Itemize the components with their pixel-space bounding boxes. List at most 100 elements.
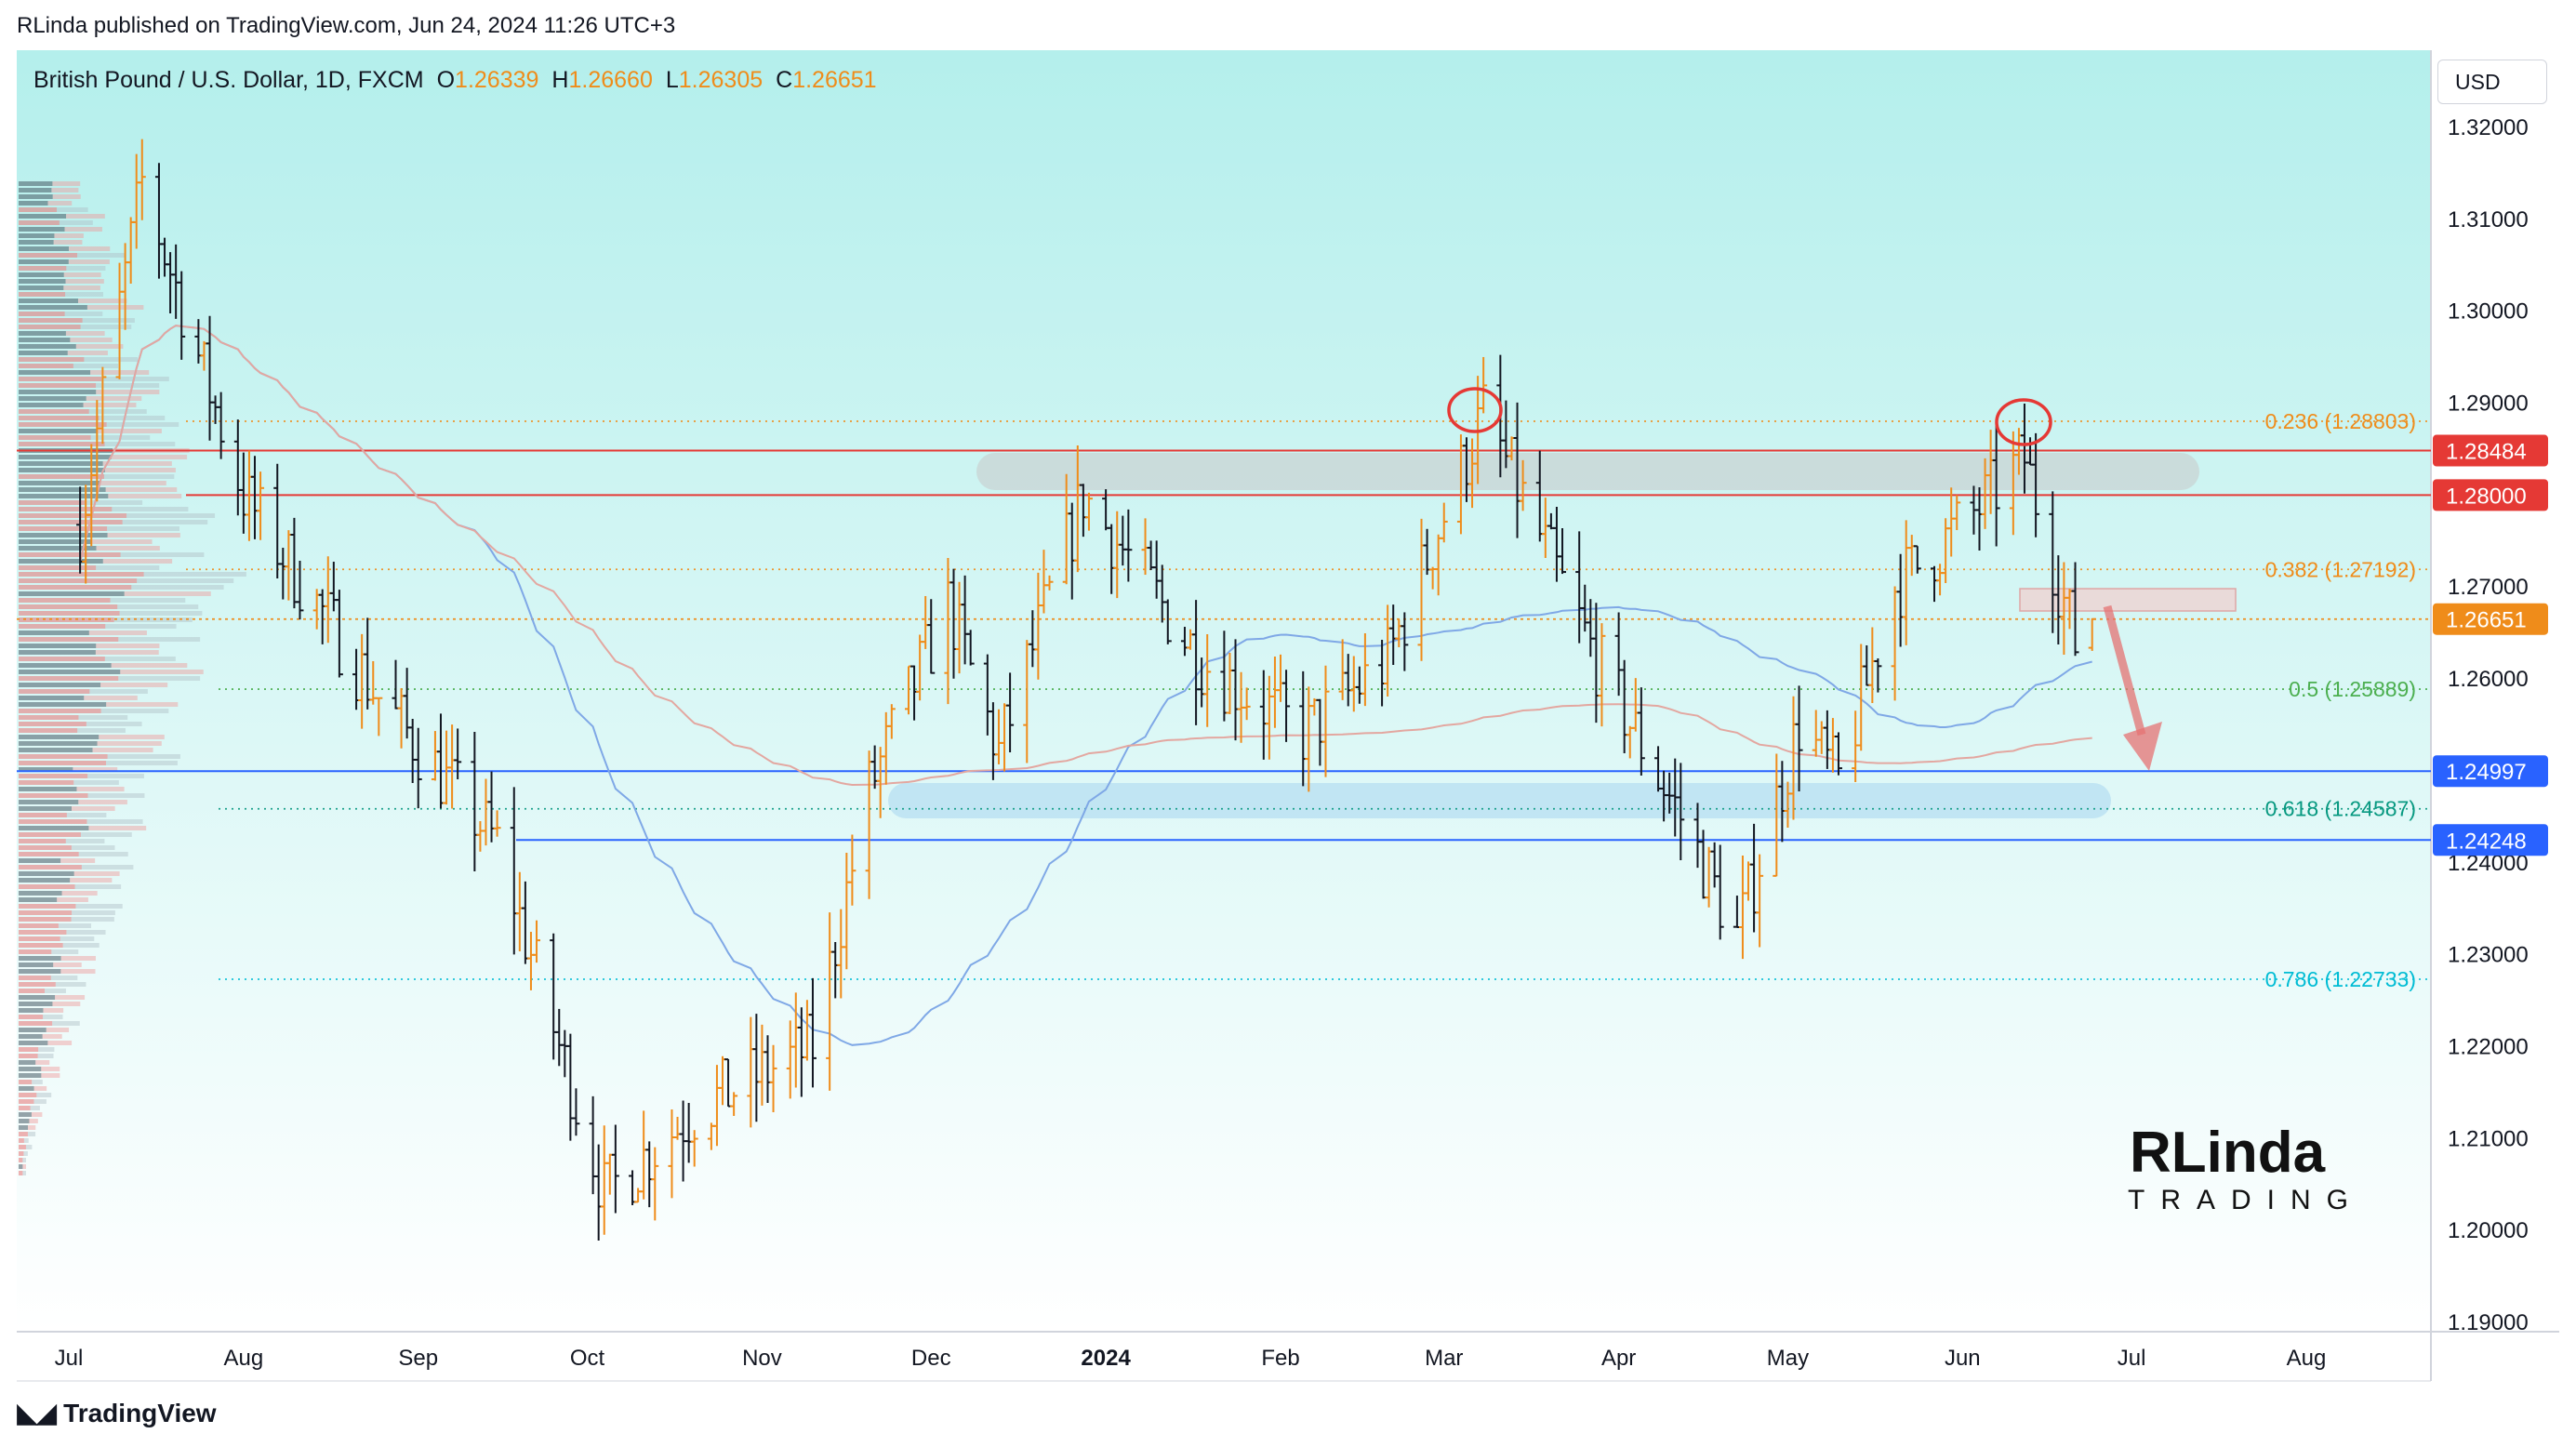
time-axis[interactable]: Jul Aug Sep Oct Nov Dec 2024 Feb Mar Apr May Jun Jul… (55, 1346, 2327, 1371)
volume-bar (52, 1021, 80, 1026)
volume-bar (143, 572, 246, 577)
volume-bar (19, 884, 75, 889)
y-tick-label: 1.31000 (2448, 207, 2529, 232)
volume-bar (104, 468, 176, 472)
volume-bar (104, 657, 176, 661)
candle (887, 704, 896, 739)
x-tick-label: Jun (1945, 1346, 1981, 1371)
candle (1480, 356, 1488, 414)
volume-bar (19, 644, 97, 648)
volume-bar (47, 1041, 73, 1045)
volume-bar (19, 546, 97, 551)
volume-bar (81, 865, 134, 870)
volume-bar (19, 259, 69, 264)
volume-bar (19, 351, 68, 355)
volume-bar (19, 819, 87, 824)
volume-bar (19, 526, 108, 531)
volume-bar (19, 969, 61, 974)
volume-bar (33, 1099, 46, 1104)
volume-bar (19, 422, 107, 427)
volume-bar (73, 767, 118, 772)
volume-bar (57, 207, 88, 212)
volume-bar (19, 331, 66, 336)
volume-bar (77, 728, 126, 733)
price-axis[interactable]: 1.32000 1.31000 1.30000 1.29000 1.27000 1.260… (2448, 115, 2529, 1335)
currency-button[interactable]: USD (2437, 60, 2547, 104)
volume-bar (60, 936, 95, 941)
volume-bar (131, 585, 224, 590)
symbol-name: British Pound / U.S. Dollar, 1D, FXCM (33, 67, 424, 93)
x-tick-label: Sep (398, 1346, 438, 1371)
volume-bar (19, 923, 59, 928)
volume-bar (19, 774, 88, 778)
volume-bar (19, 429, 98, 433)
volume-bar (19, 1028, 46, 1032)
volume-bar (19, 201, 48, 206)
high-circle-jun (1995, 398, 2052, 446)
price-tag (2433, 479, 2548, 511)
candle (257, 471, 265, 540)
volume-bar (72, 910, 115, 915)
candle (1124, 509, 1133, 582)
volume-bar (19, 461, 103, 466)
volume-bar (19, 364, 73, 368)
symbol-legend[interactable]: British Pound / U.S. Dollar, 1D, FXCM O1… (33, 67, 877, 94)
candle (1242, 687, 1251, 721)
volume-bar (78, 852, 128, 856)
volume-bar (73, 871, 120, 876)
volume-bar (19, 585, 132, 590)
volume-bar (19, 1008, 44, 1013)
x-tick-label: Mar (1425, 1346, 1463, 1371)
volume-bar (71, 845, 115, 850)
candles (76, 139, 2096, 1241)
volume-bar (80, 832, 132, 837)
volume-bar (71, 806, 115, 811)
volume-bar (19, 696, 85, 700)
fib-label: 0.236 (1.28803) (2265, 409, 2416, 433)
ohlc-close: C1.26651 (776, 67, 877, 93)
volume-bar (91, 539, 153, 544)
volume-bar (19, 800, 79, 804)
candle (1913, 545, 1921, 574)
candle (1874, 657, 1882, 693)
candle (1834, 732, 1842, 776)
price-tag-label: 1.28484 (2446, 440, 2527, 465)
candle (1084, 492, 1093, 531)
volume-bar (19, 1086, 34, 1091)
volume-bar (19, 377, 101, 381)
annotations (1447, 387, 2162, 771)
support-zone (888, 783, 2111, 818)
volume-bar (86, 819, 143, 824)
volume-bar (19, 455, 112, 459)
volume-bar (19, 904, 76, 909)
candle (690, 1130, 698, 1167)
volume-bar (19, 813, 67, 817)
high-circle-mar (1447, 387, 1503, 433)
volume-bar (38, 1047, 55, 1052)
y-tick-label: 1.19000 (2448, 1310, 2529, 1335)
candle (1006, 672, 1015, 752)
candle (1203, 634, 1212, 727)
tradingview-logo[interactable]: ◣◢ TradingView (17, 1397, 217, 1429)
volume-bar (19, 604, 118, 609)
volume-bar (67, 351, 108, 355)
volume-bar (97, 741, 162, 746)
volume-bar (75, 904, 123, 909)
volume-bar (86, 722, 142, 726)
candle (2032, 432, 2040, 538)
volume-bar (70, 338, 113, 342)
volume-bar (28, 1125, 36, 1130)
y-tick-label: 1.23000 (2448, 943, 2529, 968)
volume-bar (43, 1008, 64, 1013)
volume-bar (33, 1086, 47, 1091)
volume-bar (64, 227, 102, 232)
rlinda-trading-logo: RLinda TRADING (2120, 1107, 2362, 1228)
candle (178, 271, 186, 360)
volume-bar (41, 1067, 60, 1071)
candle (1401, 612, 1409, 671)
volume-bar (58, 923, 92, 928)
volume-bar (37, 1054, 54, 1058)
svg-text:TRADING: TRADING (2128, 1185, 2362, 1215)
volume-bar (19, 845, 72, 850)
